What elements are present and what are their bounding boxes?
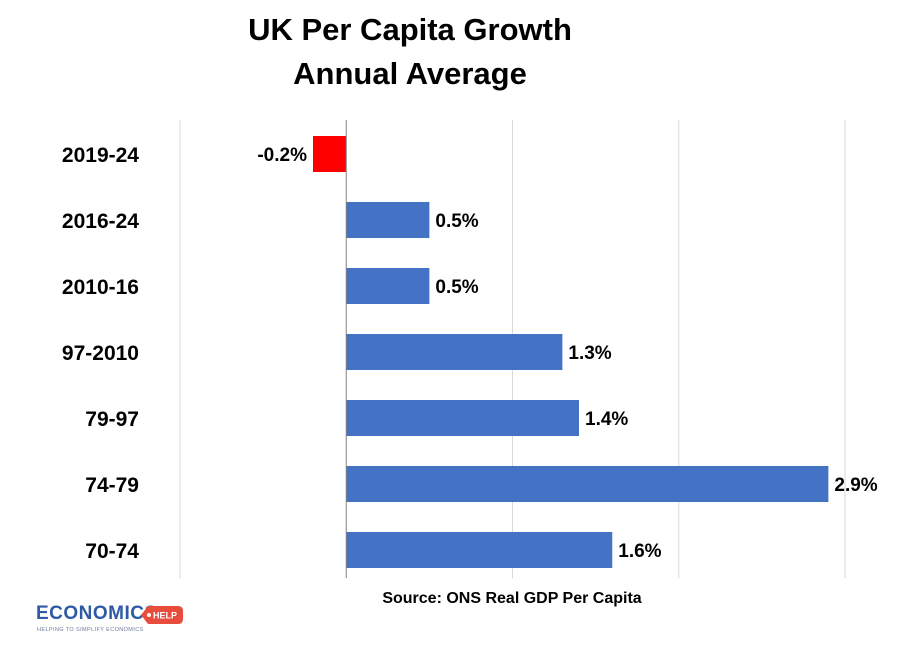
data-label-2019-24: -0.2%	[257, 145, 307, 166]
data-label-2010-16: 0.5%	[435, 277, 478, 298]
chart-title-line-2: Annual Average	[293, 56, 527, 91]
category-label-2016-24: 2016-24	[62, 210, 139, 233]
data-label-74-79: 2.9%	[834, 475, 877, 496]
data-label-97-2010: 1.3%	[568, 343, 611, 364]
category-label-74-79: 74-79	[85, 474, 139, 497]
logo-tagline: HELPING TO SIMPLIFY ECONOMICS	[37, 627, 144, 633]
logo-wordmark: ECONOMICS	[36, 603, 158, 624]
category-label-97-2010: 97-2010	[62, 342, 139, 365]
category-label-79-97: 79-97	[85, 408, 139, 431]
bars	[313, 136, 829, 568]
bar-74-79	[346, 466, 829, 502]
bar-2019-24	[313, 136, 347, 172]
bar-79-97	[346, 400, 579, 436]
category-label-2010-16: 2010-16	[62, 276, 139, 299]
logo-badge: HELP	[153, 611, 177, 621]
bar-70-74	[346, 532, 613, 568]
economics-help-logo: ECONOMICS HELP HELPING TO SIMPLIFY ECONO…	[36, 603, 183, 633]
logo-tag-shape	[141, 606, 183, 624]
data-label-79-97: 1.4%	[585, 409, 628, 430]
bar-2010-16	[346, 268, 430, 304]
chart-title-line-1: UK Per Capita Growth	[248, 12, 572, 47]
source-note: Source: ONS Real GDP Per Capita	[382, 590, 641, 607]
data-label-70-74: 1.6%	[618, 541, 661, 562]
bar-97-2010	[346, 334, 563, 370]
bar-2016-24	[346, 202, 430, 238]
category-label-70-74: 70-74	[85, 540, 139, 563]
category-label-2019-24: 2019-24	[62, 144, 139, 167]
data-labels: -0.2% 0.5% 0.5% 1.3% 1.4% 2.9% 1.6%	[257, 145, 877, 562]
category-labels: 2019-24 2016-24 2010-16 97-2010 79-97 74-79 70…	[62, 144, 139, 563]
logo-tag-hole	[147, 613, 151, 617]
data-label-2016-24: 0.5%	[435, 211, 478, 232]
